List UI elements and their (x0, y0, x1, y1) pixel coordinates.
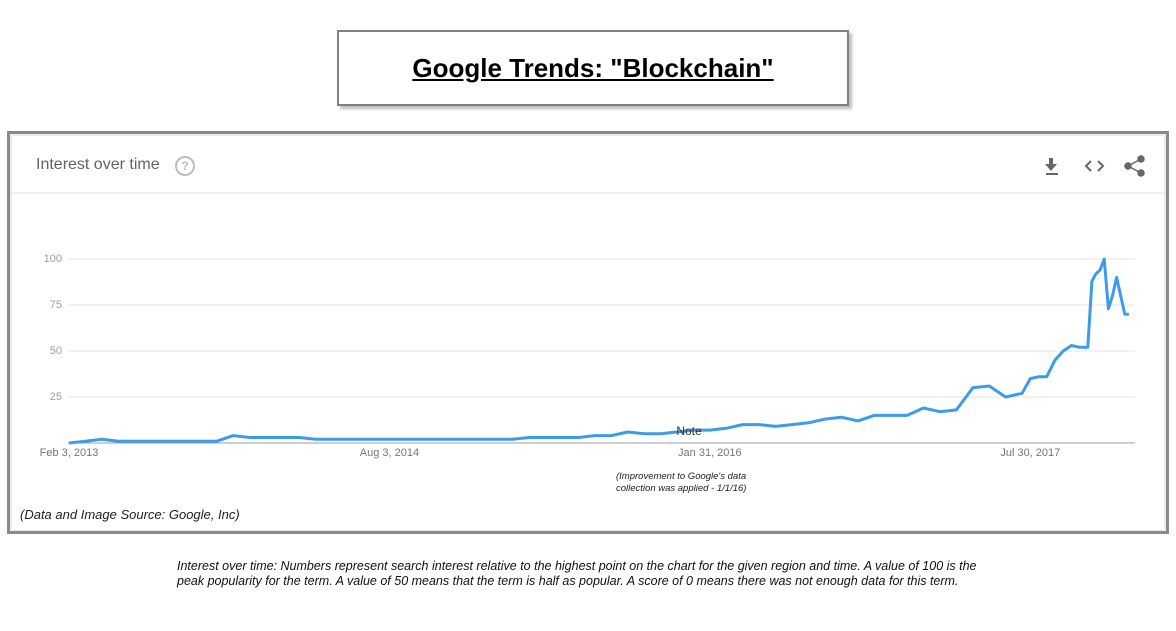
x-tick-label: Jan 31, 2016 (678, 447, 742, 459)
x-tick-label: Jul 30, 2017 (1000, 447, 1060, 459)
source: (Data and Image Source: Google, Inc) (20, 507, 240, 522)
x-tick-label: Feb 3, 2013 (40, 447, 99, 459)
svg-text:?: ? (181, 159, 188, 173)
chart-title: Google Trends: "Blockchain" (412, 52, 774, 83)
y-tick-label: 100 (44, 253, 62, 265)
card (12, 136, 1164, 530)
y-tick-label: 25 (50, 391, 62, 403)
footnote: Interest over time: Numbers represent se… (177, 559, 977, 588)
y-tick-label: 50 (50, 345, 62, 357)
note-caption: (Improvement to Google's data collection… (616, 471, 747, 494)
title-box: Google Trends: "Blockchain" (337, 30, 849, 106)
download-icon[interactable] (1045, 158, 1058, 175)
trend-line (68, 257, 1129, 445)
note-label: Note (676, 424, 702, 438)
x-tick-label: Aug 3, 2014 (360, 447, 419, 459)
help-icon[interactable]: ? (175, 156, 195, 176)
card-header: Interest over time (36, 156, 160, 173)
embed-icon[interactable] (1084, 160, 1105, 172)
share-icon[interactable] (1124, 155, 1145, 177)
y-tick-label: 75 (50, 299, 62, 311)
